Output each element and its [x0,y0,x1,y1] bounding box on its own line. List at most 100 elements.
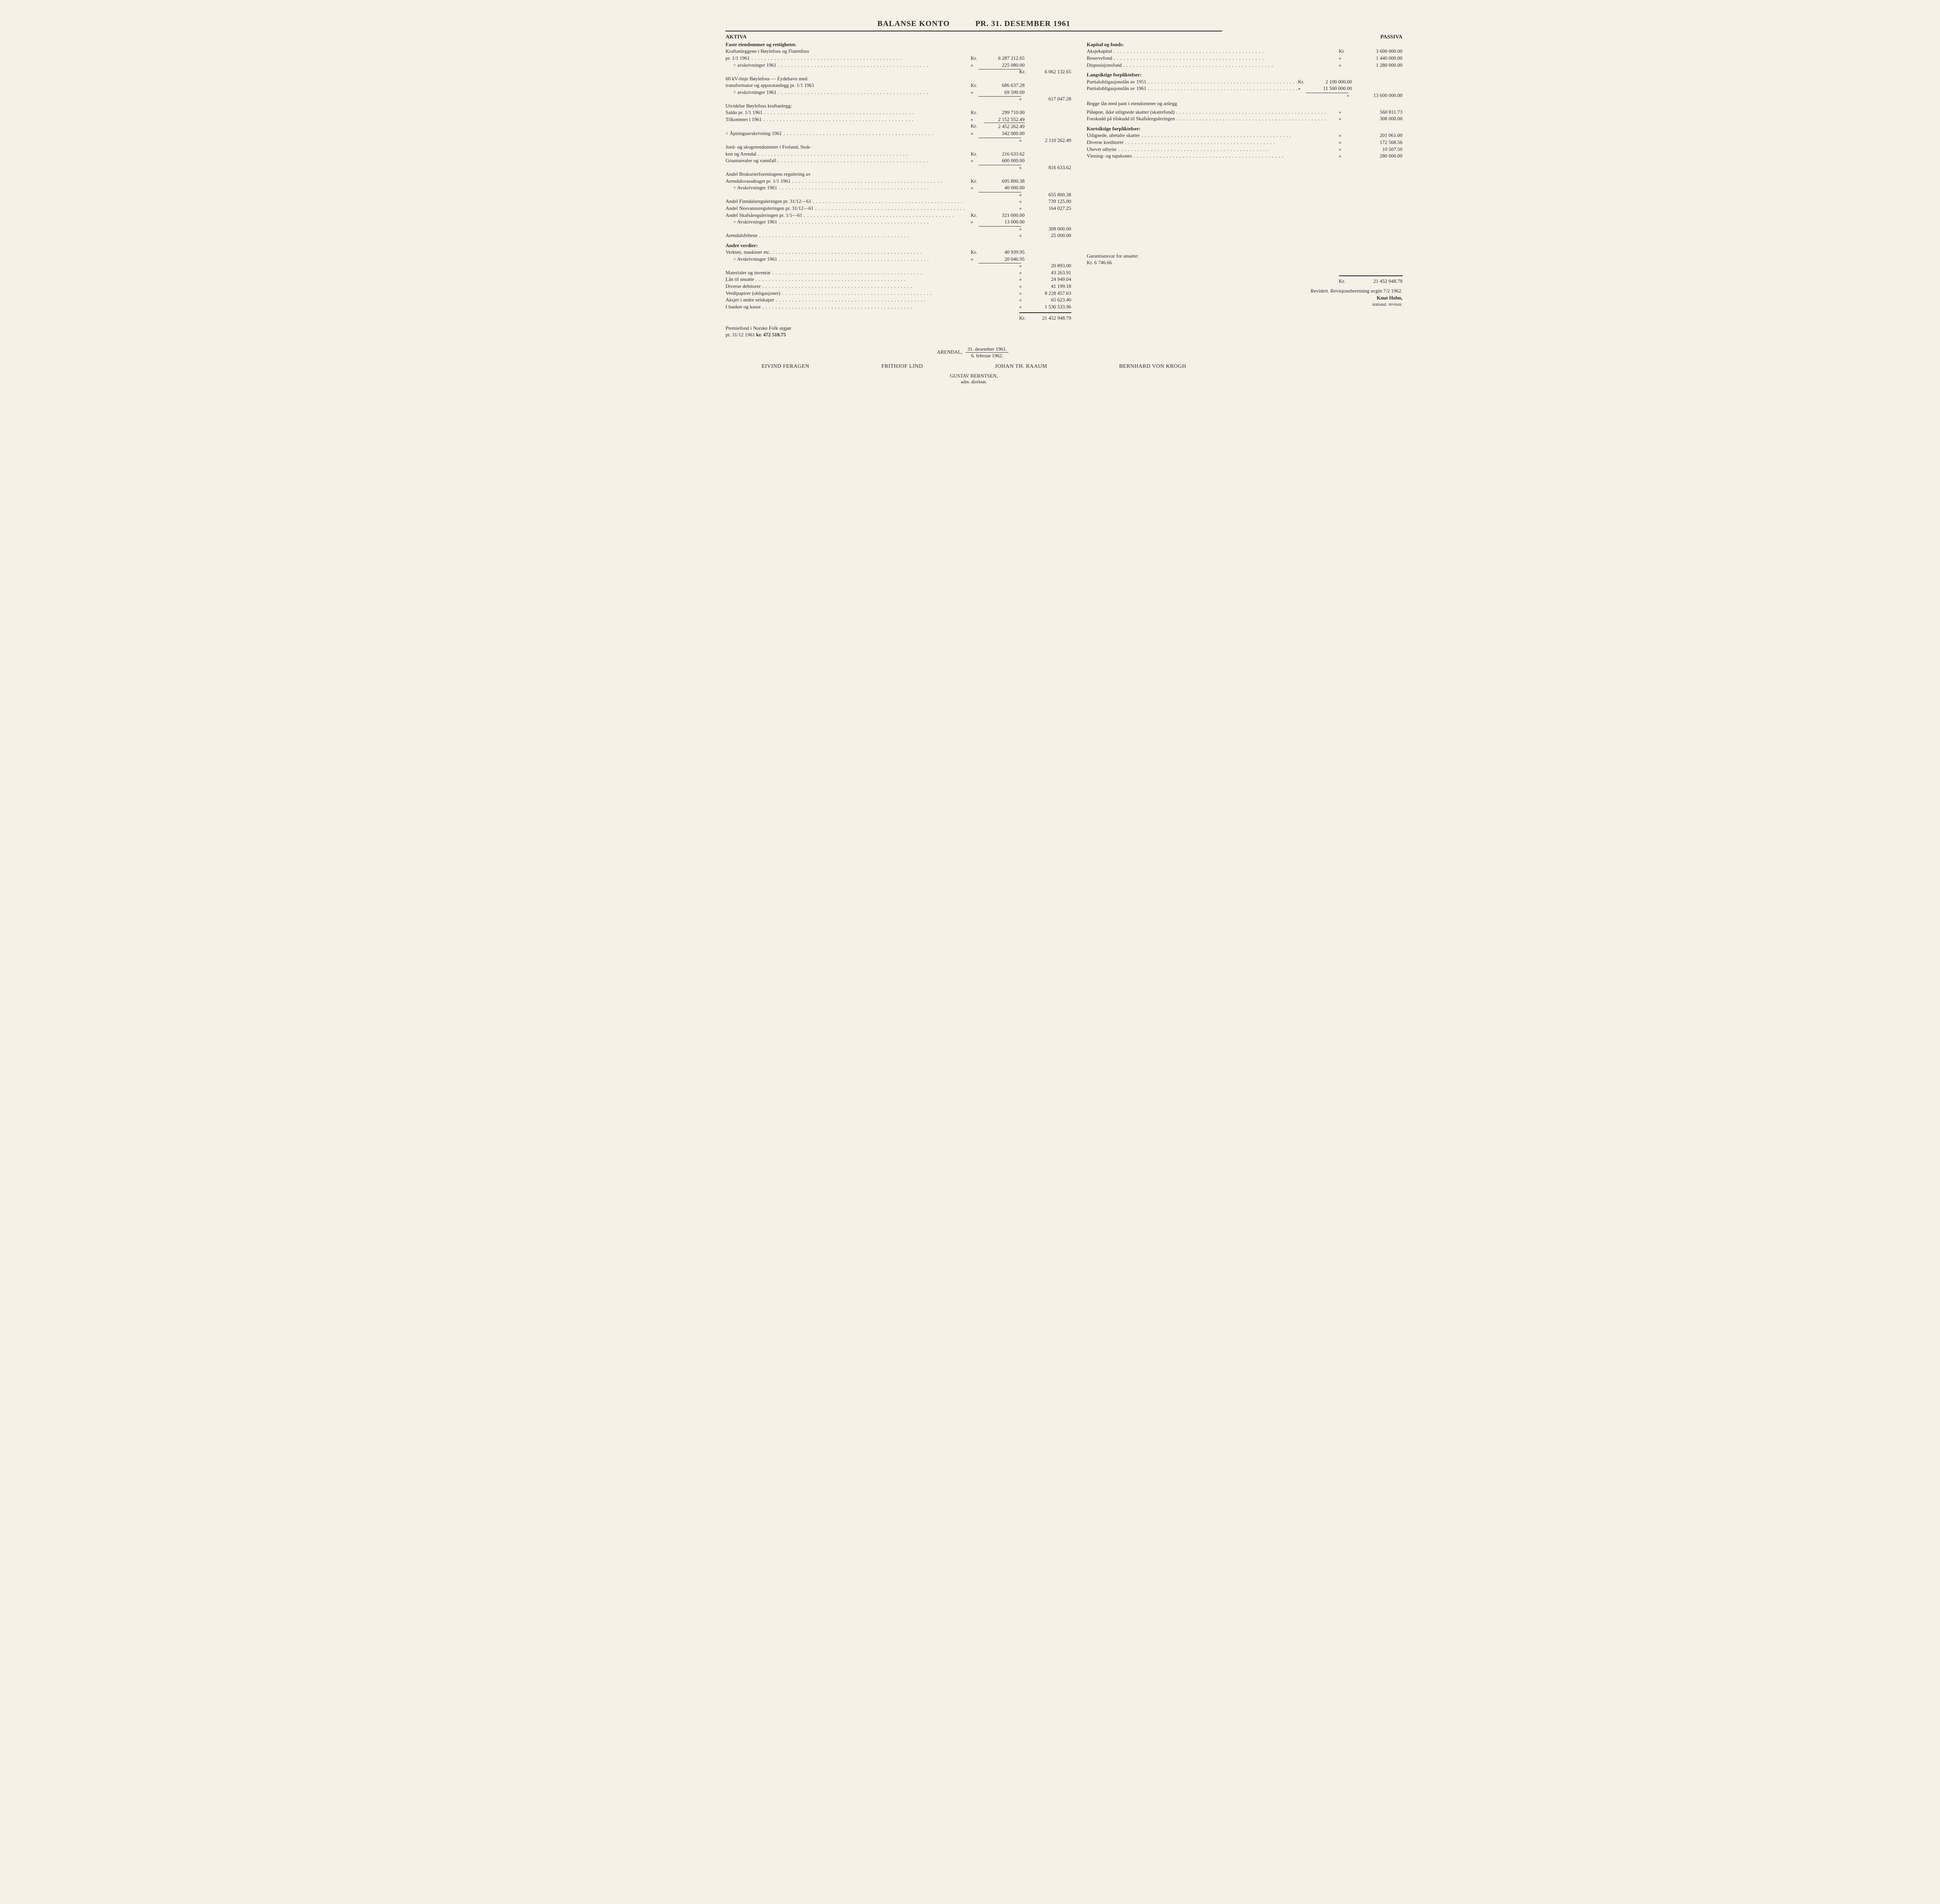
line: Arendalsvassdraget pr. 1/1 1961 Kr. 695 … [726,178,1071,185]
amount-col2 [1025,55,1071,62]
line: Arendalsfeltene » 25 000.00 [726,232,1071,239]
currency: Kr. [1019,68,1032,75]
line: ÷ Avskrivninger 1961 » 20 046.95 [726,256,1071,263]
subtotal: » 13 600 000.00 [1087,92,1403,99]
line: Andel Nesvannsreguleringen pr. 31/12—61 … [726,205,1071,212]
passiva-heading: PASSIVA [1087,34,1403,41]
line: pr. 1/1 1961 Kr. 6 287 212.65 [726,55,1071,62]
line: Diverse kreditorer»172 568.56 [1087,139,1403,146]
passiva-total: Kr. 21 452 948.79 [1087,275,1403,285]
title-right: PR. 31. DESEMBER 1961 [975,19,1070,28]
line-text: Andel Brukseierforeningens regulering av [726,171,1071,178]
amount-col2 [1025,89,1071,96]
subtotal: » 20 893.00 [726,262,1071,269]
line: Forskudd på tilskudd til Skafsåregulerin… [1087,115,1403,122]
line: Uhevet utbytte»10 507.50 [1087,146,1403,153]
subtotal: Kr. 6 062 132.65 [726,68,1071,75]
spacer [979,68,1019,75]
title-left: BALANSE KONTO [877,19,950,28]
aktiva-column: AKTIVA Faste eiendommer og rettigheter. … [726,34,1071,338]
currency: » [971,89,984,96]
line-text: 60 kV-linje Bøylefoss — Eydehavn med [726,75,1071,82]
amount-col2 [1025,82,1071,89]
line: Andel Finndalsreguleringen pr. 31/12—61 … [726,198,1071,205]
line: Diverse debitorer»41 199.18 [726,283,1071,290]
page-title: BALANSE KONTO PR. 31. DESEMBER 1961 [726,19,1222,28]
revision: Revidert. Revisjonsberetning avgitt 7/2 … [1087,287,1403,307]
passiva-sub1: Kapital og fonds: [1087,41,1403,48]
signatures: EIVIND FERAGEN FRITHJOF LIND JOHAN TH. R… [726,363,1222,370]
amount-col2 [1025,62,1071,69]
line-label: ÷ avskrivninger 1961 [726,89,971,96]
line: Aksjer i andre selskaper»65 623.40 [726,296,1071,303]
passiva-column: PASSIVA Kapital og fonds: AksjekapitalKr… [1087,34,1403,338]
amount: 225 080.00 [984,62,1025,69]
line-label: ÷ avskrivninger 1961 [726,62,971,69]
note: Begge lån med pant i eiendommer og anleg… [1087,100,1403,107]
spacer [1087,159,1403,253]
subtotal: » 2 110 262.49 [726,137,1071,144]
line: Lån til ansatte»24 949.04 [726,276,1071,283]
line-text: Jord- og skogeiendommer i Froland, Stok- [726,144,1071,151]
currency: » [1019,95,1032,102]
line: Materialer og inventar»43 263.91 [726,269,1071,276]
subtotal: Kr. 2 452 262.49 [726,123,1071,130]
spacer [965,68,979,75]
sig: EIVIND FERAGEN [762,363,809,370]
currency: Kr. [971,82,984,89]
subtotal: » 655 800.38 [726,191,1071,198]
line: transformator og apparatanlegg pr. 1/1 1… [726,82,1071,89]
currency: » [971,62,984,69]
line-text: Kraftanleggene i Bøylefoss og Flatenfoss [726,48,1071,55]
guarantee: Garantiansvar for ansatte: Kr. 6 746.66 [1087,253,1403,266]
line: Disposisjonsfond»1 280 000.00 [1087,62,1403,69]
footer: ARENDAL, 31. desember 1961. 6. februar 1… [726,346,1222,385]
line: Vinning- og tapskonto»280 000.00 [1087,152,1403,159]
line: Reservefond»1 440 000.00 [1087,55,1403,62]
premie-note: Premiefond i Norske Folk utgjør pr. 31/1… [726,325,1071,338]
line: ÷ Avskrivninger 1961 » 13 000.00 [726,218,1071,225]
line-label: transformator og apparatanlegg pr. 1/1 1… [726,82,971,89]
place-date: ARENDAL, 31. desember 1961. 6. februar 1… [726,346,1222,359]
passiva-sub3: Kortsiktige forpliktelser: [1087,125,1403,132]
columns: AKTIVA Faste eiendommer og rettigheter. … [726,34,1222,338]
line: ÷ avskrivninger 1961 » 69 590.00 [726,89,1071,96]
sig: FRITHJOF LIND [882,363,923,370]
line: ÷ Avskrivninger 1961 » 40 000.00 [726,184,1071,191]
sig: BERNHARD VON KROGH [1119,363,1186,370]
sig: JOHAN TH. RAAUM [995,363,1047,370]
line: ken og Arendal Kr. 216 633.62 [726,151,1071,158]
currency: Kr. [971,55,984,62]
director: GUSTAV BERNTSEN, adm. direktør. [726,373,1222,385]
balance-sheet: BALANSE KONTO PR. 31. DESEMBER 1961 AKTI… [695,0,1245,400]
line: Utlignede, ubetalte skatter»201 061.00 [1087,132,1403,139]
amount: 617 047.28 [1032,95,1071,102]
line: Verdipapirer (obligasjoner)»8 228 457.63 [726,290,1071,297]
amount: 686 637.28 [984,82,1025,89]
aktiva-heading: AKTIVA [726,34,1071,41]
subtotal: » 617 047.28 [726,95,1071,102]
line: Påløpne, ikke utlignede skatter (skattef… [1087,109,1403,116]
amount: 6 062 132.65 [1032,68,1071,75]
line: ÷ avskrivninger 1961 » 225 080.00 [726,62,1071,69]
passiva-sub2: Langsiktige forpliktelser: [1087,71,1403,78]
subtotal: » 816 633.62 [726,164,1071,171]
date-fraction: 31. desember 1961. 6. februar 1962. [966,346,1008,359]
line: ÷ Åpningsavskrivning 1961 » 342 000.00 [726,130,1071,137]
aktiva-total: Kr. 21 452 948.79 [726,312,1071,322]
aktiva-sub2: Andre verdier: [726,242,1071,249]
subtotal: » 308 000.00 [726,225,1071,232]
spacer [726,68,965,75]
line: I banker og kasse»1 530 533.96 [726,303,1071,310]
line: Andel Skafsåreguleringen pr. 1/1—61 Kr. … [726,212,1071,219]
line: Partialobligasjonslån av 1961 » 11 500 0… [1087,85,1403,92]
line: Verktøy, maskiner etc. Kr. 40 939.95 [726,249,1071,256]
line-text: Utvidelse Bøylefoss kraftanlegg: [726,102,1071,109]
aktiva-sub1: Faste eiendommer og rettigheter. [726,41,1071,48]
line: Partialobligasjonslån av 1951 Kr. 2 100 … [1087,78,1403,85]
amount: 6 287 212.65 [984,55,1025,62]
line-label: pr. 1/1 1961 [726,55,971,62]
line: Tilkommet i 1961 » 2 152 552.49 [726,116,1071,123]
amount: 69 590.00 [984,89,1025,96]
line: Saldo pr. 1/1 1961 Kr. 299 710.00 [726,109,1071,116]
